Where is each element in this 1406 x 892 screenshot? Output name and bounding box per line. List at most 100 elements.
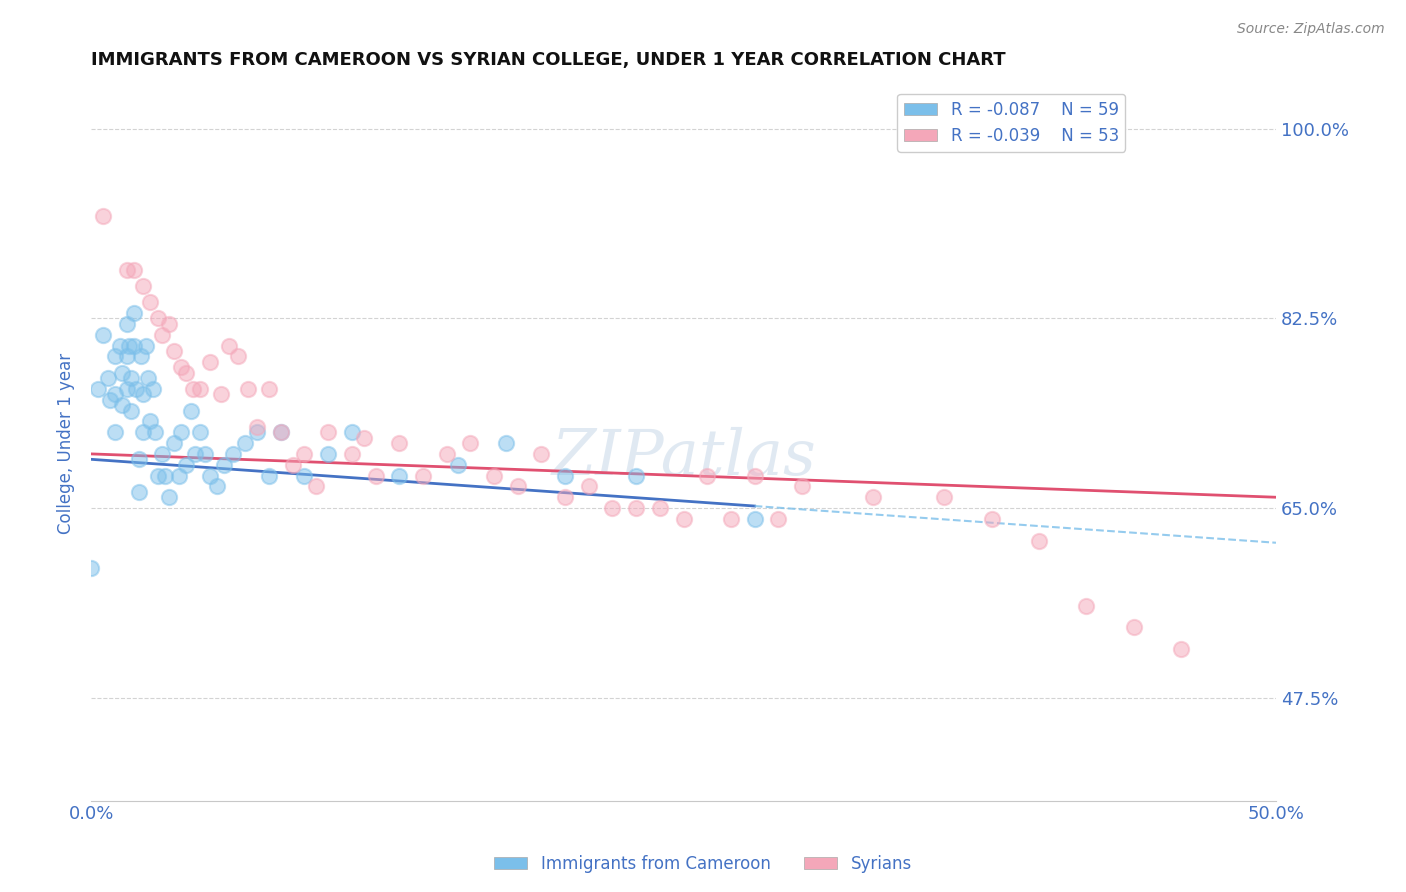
Point [132,425,155,440]
Point [554,490,576,504]
Point [388,468,411,483]
Point [194,447,217,461]
Point [115,382,138,396]
Point [1170,641,1192,656]
Point [87,382,110,396]
Point [115,317,138,331]
Point [934,490,956,504]
Point [143,425,166,440]
Point [744,468,766,483]
Point [188,382,211,396]
Point [174,458,197,472]
Point [146,311,169,326]
Point [115,350,138,364]
Point [135,338,157,352]
Point [163,343,186,358]
Point [174,366,197,380]
Point [120,371,142,385]
Point [139,414,162,428]
Point [180,403,202,417]
Point [122,306,145,320]
Point [122,338,145,352]
Point [222,447,245,461]
Point [233,436,256,450]
Point [246,425,269,440]
Point [672,512,695,526]
Point [157,490,180,504]
Point [530,447,553,461]
Point [744,512,766,526]
Point [163,436,186,450]
Point [257,468,280,483]
Point [281,458,304,472]
Point [122,262,145,277]
Point [128,484,150,499]
Point [602,501,624,516]
Point [188,425,211,440]
Point [482,468,505,483]
Point [1028,533,1050,548]
Point [170,360,193,375]
Point [412,468,434,483]
Point [104,350,127,364]
Point [506,479,529,493]
Point [132,387,155,401]
Point [205,479,228,493]
Point [91,327,114,342]
Point [167,468,190,483]
Point [340,425,363,440]
Text: IMMIGRANTS FROM CAMEROON VS SYRIAN COLLEGE, UNDER 1 YEAR CORRELATION CHART: IMMIGRANTS FROM CAMEROON VS SYRIAN COLLE… [91,51,1005,69]
Point [305,479,328,493]
Point [294,447,316,461]
Point [270,425,292,440]
Point [648,501,671,516]
Point [80,560,103,574]
Point [150,327,173,342]
Point [198,468,221,483]
Point [696,468,718,483]
Point [104,387,127,401]
Point [340,447,363,461]
Point [257,382,280,396]
Point [198,355,221,369]
Point [111,366,134,380]
Point [720,512,742,526]
Point [980,512,1002,526]
Point [104,425,127,440]
Point [111,398,134,412]
Point [294,468,316,483]
Point [120,403,142,417]
Point [211,387,233,401]
Point [181,382,204,396]
Point [316,447,339,461]
Point [495,436,517,450]
Point [236,382,259,396]
Point [790,479,813,493]
Point [364,468,387,483]
Point [436,447,458,461]
Point [118,338,141,352]
Point [246,419,269,434]
Y-axis label: College, Under 1 year: College, Under 1 year [58,352,75,533]
Point [125,382,148,396]
Point [768,512,790,526]
Point [142,382,165,396]
Point [150,447,173,461]
Point [353,431,375,445]
Point [153,468,176,483]
Legend: R = -0.087    N = 59, R = -0.039    N = 53: R = -0.087 N = 59, R = -0.039 N = 53 [897,94,1125,152]
Text: Source: ZipAtlas.com: Source: ZipAtlas.com [1237,22,1385,37]
Point [458,436,481,450]
Point [1122,620,1144,634]
Text: ZIPatlas: ZIPatlas [551,426,815,488]
Point [388,436,411,450]
Point [115,262,138,277]
Point [98,392,121,407]
Point [578,479,600,493]
Point [212,458,235,472]
Point [128,452,150,467]
Point [184,447,207,461]
Point [624,501,647,516]
Point [146,468,169,483]
Point [624,468,647,483]
